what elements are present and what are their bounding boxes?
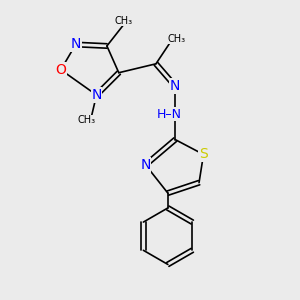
Text: CH₃: CH₃ bbox=[168, 34, 186, 44]
Text: N: N bbox=[140, 158, 151, 172]
Text: N: N bbox=[170, 79, 181, 93]
Text: S: S bbox=[199, 148, 208, 161]
Text: N: N bbox=[70, 38, 81, 52]
Text: H–N: H–N bbox=[157, 108, 182, 121]
Text: CH₃: CH₃ bbox=[77, 115, 95, 125]
Text: O: O bbox=[56, 63, 66, 77]
Text: CH₃: CH₃ bbox=[114, 16, 132, 26]
Text: N: N bbox=[91, 88, 102, 102]
